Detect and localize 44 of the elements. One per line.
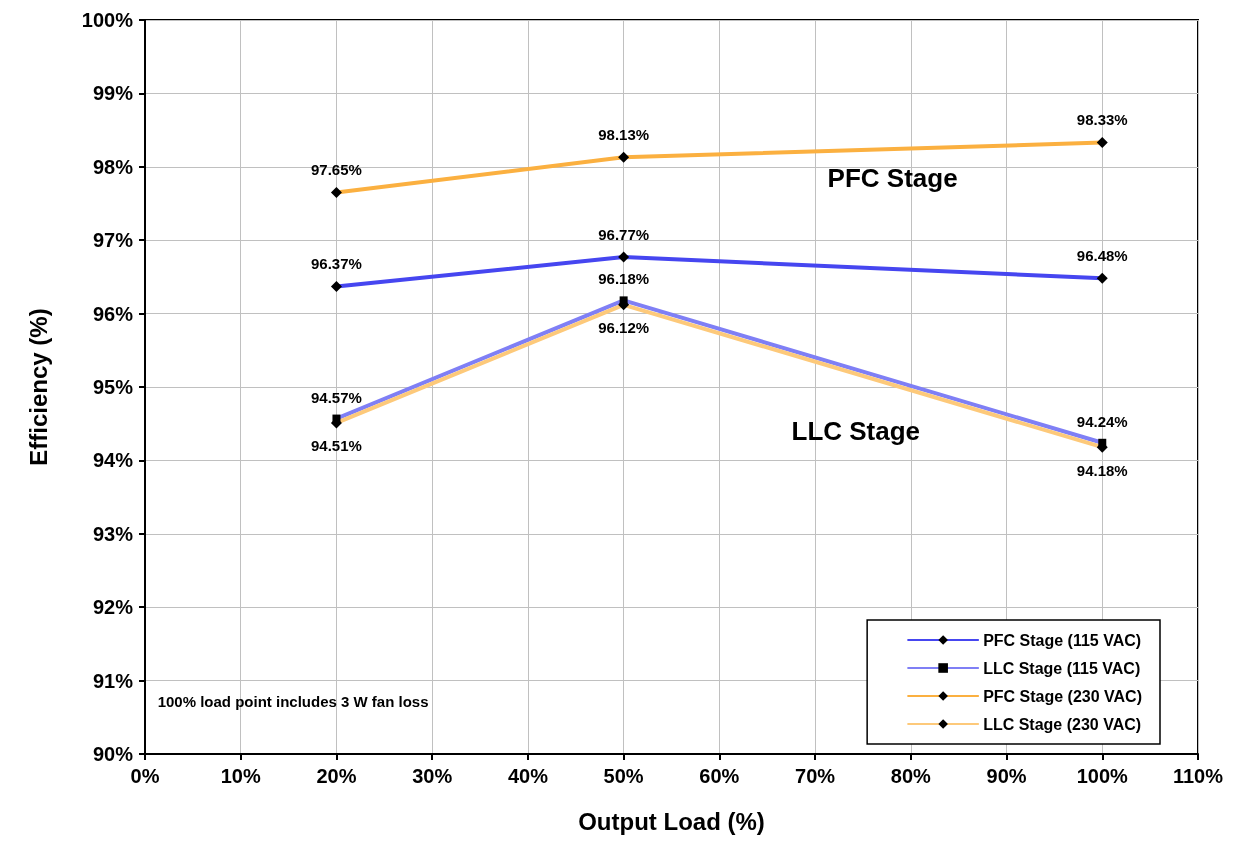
annotation: 100% load point includes 3 W fan loss [157, 692, 429, 710]
data-label: 96.12% [598, 319, 650, 337]
x-tick-label: 100% [1076, 765, 1129, 787]
x-tick-label: 110% [1172, 765, 1224, 787]
y-tick-label: 91% [92, 669, 134, 692]
data-label: 96.37% [311, 254, 362, 272]
data-label: 94.57% [311, 388, 362, 406]
x-tick-label: 50% [603, 765, 644, 787]
y-tick-label: 90% [92, 743, 134, 765]
legend-label: LLC Stage (230 VAC) [983, 715, 1142, 733]
legend-label: PFC Stage (115 VAC) [983, 631, 1142, 649]
x-tick-label: 40% [507, 765, 549, 787]
annotation: LLC Stage [791, 416, 921, 447]
data-label: 94.18% [1076, 461, 1128, 479]
y-tick-label: 98% [92, 155, 134, 178]
y-tick-label: 92% [92, 596, 134, 619]
y-tick-label: 96% [92, 302, 134, 325]
data-label: 98.13% [598, 125, 650, 143]
x-tick-label: 70% [795, 765, 836, 787]
x-tick-label: 20% [316, 765, 357, 787]
data-label: 94.24% [1076, 412, 1128, 430]
x-tick-label: 0% [130, 765, 160, 787]
data-label: 96.18% [598, 270, 650, 288]
x-axis-title: Output Load (%) [578, 807, 765, 835]
legend-label: LLC Stage (115 VAC) [983, 659, 1141, 677]
x-tick-label: 60% [699, 765, 740, 787]
data-label: 94.51% [311, 437, 362, 455]
data-label: 96.77% [598, 225, 650, 243]
data-label: 98.33% [1076, 111, 1128, 129]
x-tick-label: 30% [412, 765, 453, 787]
y-tick-label: 97% [92, 229, 134, 252]
x-tick-label: 90% [986, 765, 1027, 787]
x-tick-label: 10% [220, 765, 261, 787]
y-tick-label: 94% [92, 449, 134, 472]
y-tick-label: 93% [92, 522, 134, 545]
legend-label: PFC Stage (230 VAC) [983, 687, 1143, 705]
y-tick-label: 99% [92, 82, 134, 105]
data-label: 97.65% [311, 160, 362, 178]
y-axis-title: Efficiency (%) [24, 308, 52, 466]
annotation: PFC Stage [827, 162, 958, 193]
y-tick-label: 100% [81, 9, 134, 31]
data-label: 96.48% [1076, 246, 1128, 264]
x-tick-label: 80% [890, 765, 932, 787]
y-tick-label: 95% [92, 376, 134, 398]
